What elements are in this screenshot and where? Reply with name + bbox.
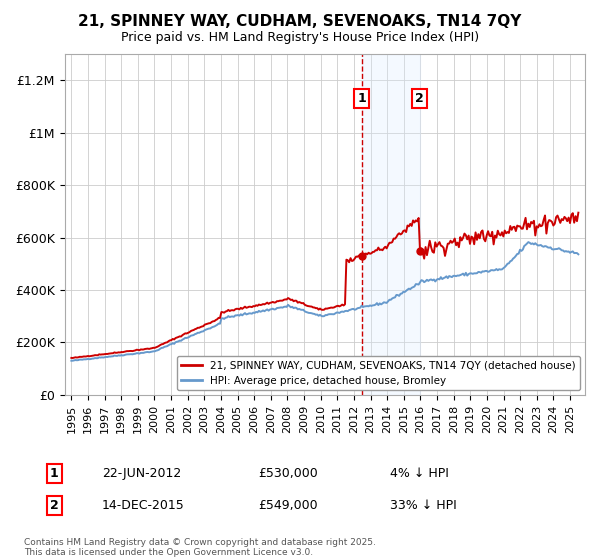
Legend: 21, SPINNEY WAY, CUDHAM, SEVENOAKS, TN14 7QY (detached house), HPI: Average pric: 21, SPINNEY WAY, CUDHAM, SEVENOAKS, TN14… bbox=[176, 356, 580, 390]
Text: Contains HM Land Registry data © Crown copyright and database right 2025.
This d: Contains HM Land Registry data © Crown c… bbox=[24, 538, 376, 557]
Text: 21, SPINNEY WAY, CUDHAM, SEVENOAKS, TN14 7QY: 21, SPINNEY WAY, CUDHAM, SEVENOAKS, TN14… bbox=[79, 14, 521, 29]
Text: £549,000: £549,000 bbox=[258, 499, 317, 512]
Text: 4% ↓ HPI: 4% ↓ HPI bbox=[390, 466, 449, 480]
Text: Price paid vs. HM Land Registry's House Price Index (HPI): Price paid vs. HM Land Registry's House … bbox=[121, 31, 479, 44]
Bar bbox=[362, 54, 419, 395]
Text: £530,000: £530,000 bbox=[258, 466, 318, 480]
Text: 14-DEC-2015: 14-DEC-2015 bbox=[102, 499, 185, 512]
Text: 22-JUN-2012: 22-JUN-2012 bbox=[102, 466, 181, 480]
Text: 2: 2 bbox=[50, 499, 58, 512]
Text: 1: 1 bbox=[358, 92, 366, 105]
Text: 33% ↓ HPI: 33% ↓ HPI bbox=[390, 499, 457, 512]
Text: 1: 1 bbox=[50, 466, 58, 480]
Text: 2: 2 bbox=[415, 92, 424, 105]
